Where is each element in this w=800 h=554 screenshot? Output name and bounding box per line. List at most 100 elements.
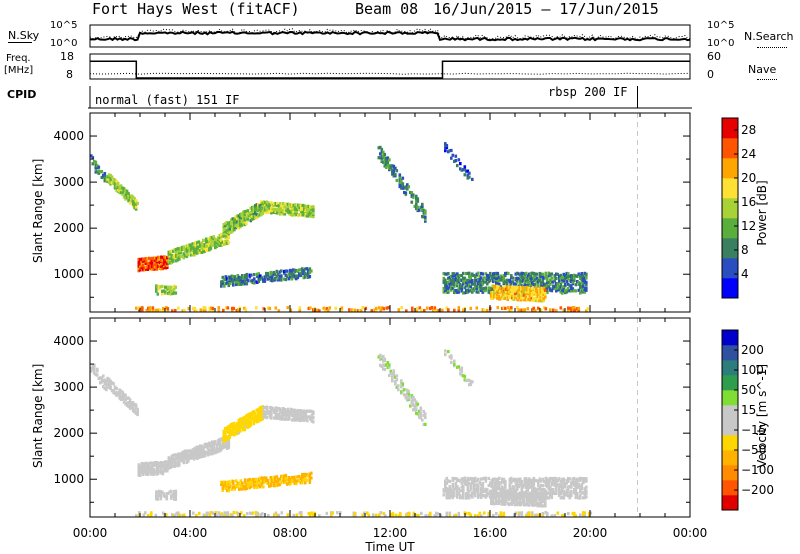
velocity-cell (579, 479, 582, 483)
power-cell (523, 308, 527, 312)
velocity-cell (453, 491, 456, 495)
power-cell (553, 286, 557, 290)
velocity-cell (297, 411, 300, 415)
velocity-cell (391, 375, 394, 379)
power-cell (496, 274, 500, 278)
velocity-cell (526, 492, 529, 497)
power-cell (495, 274, 498, 278)
power-colorbar-tick: 16 (741, 195, 756, 209)
power-cell (285, 202, 288, 206)
power-cell (277, 209, 281, 213)
velocity-cell (535, 488, 539, 492)
power-cell (401, 185, 405, 189)
power-cell (161, 292, 164, 296)
velocity-cell (283, 480, 286, 484)
power-cell (447, 286, 450, 290)
power-cell (205, 248, 208, 252)
velocity-cell (538, 493, 541, 497)
velocity-cell (524, 495, 528, 499)
power-cell (115, 184, 118, 188)
velocity-cell (170, 465, 174, 469)
power-cell (383, 156, 387, 160)
velocity-cell (527, 503, 531, 507)
power-cell (484, 280, 488, 284)
velocity-cell (237, 418, 241, 422)
power-cell (481, 290, 485, 294)
velocity-cell (459, 493, 462, 498)
power-cell (528, 281, 531, 285)
velocity-cell (134, 405, 138, 409)
power-cell (493, 274, 497, 278)
power-cell (208, 239, 211, 243)
velocity-cell (223, 445, 226, 449)
velocity-cell (538, 485, 542, 489)
power-cell (508, 291, 511, 296)
power-cell (222, 234, 226, 238)
power-cell (383, 152, 387, 157)
velocity-cell (122, 392, 126, 397)
power-cell (226, 306, 230, 310)
power-cell (179, 254, 183, 259)
power-cell (134, 199, 138, 203)
velocity-cell (184, 452, 187, 456)
power-cell (361, 306, 365, 310)
power-cell (496, 282, 500, 286)
freq-tick-low: 8 (66, 68, 73, 81)
velocity-cell (508, 486, 512, 490)
power-cell (474, 282, 477, 286)
power-cell (318, 309, 321, 313)
velocity-cell (306, 409, 309, 413)
velocity-cell (119, 389, 123, 393)
velocity-cell (157, 464, 160, 468)
power-cell (539, 289, 543, 293)
velocity-cell (480, 477, 483, 481)
power-cell (237, 226, 241, 230)
velocity-cell (218, 442, 222, 446)
power-cell (468, 274, 471, 279)
velocity-cell (495, 512, 498, 516)
power-cell (460, 278, 464, 282)
velocity-cell (462, 477, 465, 481)
velocity-cell (165, 495, 169, 499)
velocity-cell (160, 470, 163, 474)
power-cell (401, 182, 405, 186)
velocity-cell (137, 466, 141, 470)
power-cell (94, 168, 98, 172)
power-cell (292, 274, 295, 278)
velocity-cell (255, 414, 259, 418)
power-cell (541, 289, 544, 293)
power-cell (283, 277, 286, 281)
power-cell (542, 299, 546, 303)
velocity-cell (480, 489, 483, 493)
velocity-cell (267, 409, 270, 413)
power-cell (223, 284, 226, 288)
velocity-cell (278, 483, 282, 487)
power-cell (220, 235, 223, 239)
velocity-cell (568, 496, 572, 500)
velocity-cell (262, 406, 266, 410)
power-cell (576, 280, 579, 284)
velocity-cell (549, 485, 552, 490)
velocity-cell (246, 512, 249, 516)
velocity-cell (243, 415, 247, 420)
power-cell (202, 243, 205, 247)
velocity-cell (410, 399, 414, 403)
power-cell (433, 306, 437, 310)
velocity-cell (237, 425, 241, 429)
power-cell (516, 276, 519, 280)
power-cell (151, 263, 154, 267)
power-cell (496, 292, 499, 296)
velocity-cell (258, 415, 262, 419)
power-cell (521, 289, 525, 293)
power-cell (451, 153, 455, 157)
power-cell (526, 285, 529, 289)
power-cell (529, 285, 533, 289)
velocity-cell (526, 479, 530, 483)
power-cell (310, 209, 314, 213)
power-cell (200, 246, 204, 250)
power-cell (301, 213, 305, 217)
velocity-cell (517, 483, 521, 487)
velocity-cell (162, 511, 165, 515)
velocity-cell (552, 487, 555, 492)
power-cell (492, 278, 495, 282)
